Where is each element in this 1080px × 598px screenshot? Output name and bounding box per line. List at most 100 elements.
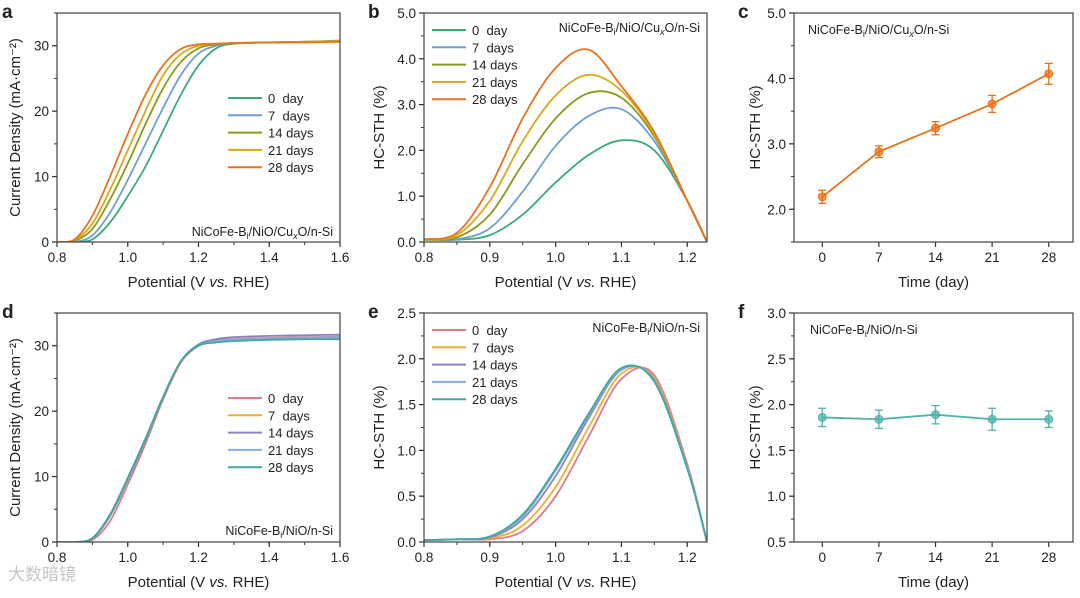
y-tick-label: 10 — [34, 170, 49, 185]
annotation-part: i — [280, 530, 282, 540]
x-tick-label: 21 — [985, 550, 1000, 565]
x-tick-label: 0 — [819, 550, 827, 565]
y-tick-label: 1.0 — [397, 189, 416, 204]
x-tick-label: 0.9 — [480, 250, 499, 265]
series-line — [821, 73, 1050, 198]
legend-label: 28 days — [268, 160, 314, 175]
series-line — [424, 364, 707, 542]
data-point — [1044, 69, 1054, 79]
label-part: vs. — [209, 574, 228, 591]
sample-annotation: NiCoFe-Bi/NiO/CuxO/n-Si — [808, 23, 949, 39]
annotation-part: O/n-Si — [298, 225, 333, 239]
legend-label: 7 days — [472, 40, 514, 55]
y-tick-label: 5.0 — [397, 6, 416, 21]
x-tick-label: 14 — [928, 250, 944, 265]
plot-frame — [793, 12, 1074, 243]
y-tick-label: 2.0 — [397, 352, 416, 367]
x-tick-label: 1.4 — [260, 250, 279, 265]
y-tick-label: 30 — [34, 339, 49, 354]
legend-label: 21 days — [268, 143, 314, 158]
annotation-part: i — [647, 327, 649, 337]
y-tick-label: 2.5 — [767, 352, 786, 367]
data-point — [1044, 414, 1054, 424]
legend-label: 0 day — [268, 91, 304, 106]
series-line — [424, 90, 707, 242]
annotation-part: x — [908, 29, 914, 39]
y-tick-label: 0.0 — [397, 235, 416, 250]
annotation-part: /NiO/Cu — [616, 21, 661, 35]
legend-label: 14 days — [472, 358, 518, 373]
x-tick-label: 0.8 — [48, 550, 67, 565]
legend-label: 0 day — [472, 23, 508, 38]
annotation-part: i — [614, 27, 616, 37]
annotation-part: NiCoFe-B — [810, 323, 865, 337]
plot-frame — [56, 12, 341, 243]
y-tick-label: 3.0 — [767, 137, 786, 152]
sample-annotation: NiCoFe-Bi/NiO/n-Si — [810, 323, 918, 339]
plot-frame — [56, 312, 341, 543]
y-tick-label: 20 — [34, 404, 49, 419]
annotation-part: x — [292, 231, 298, 241]
plot-area — [57, 333, 340, 542]
annotation-part: x — [659, 27, 665, 37]
legend-label: 14 days — [472, 58, 518, 73]
panel-f: f 0 7 14 21 28 0.5 1.0 1.5 2.0 2.5 3.0 Time (day) HC-… — [738, 302, 1074, 591]
annotation-part: O/n-Si — [665, 21, 700, 35]
panel-e: e 0.8 0.9 1.0 1.1 1.2 0.0 0.5 1.0 1.5 2.0 2.5 Potent… — [368, 302, 708, 591]
annotation-part: i — [247, 231, 249, 241]
annotation-part: /NiO/Cu — [249, 225, 294, 239]
x-tick-label: 1.1 — [612, 250, 631, 265]
panel-b: b 0.8 0.9 1.0 1.1 1.2 0.0 1.0 2.0 3.0 4.0 5.0 Potent… — [368, 2, 708, 291]
label-part: Potential (V — [495, 574, 577, 591]
annotation-part: /NiO/n-Si — [649, 321, 700, 335]
legend-label: 21 days — [472, 375, 518, 390]
label-part: RHE) — [596, 274, 637, 291]
annotation-part: NiCoFe-B — [592, 321, 647, 335]
watermark: 大数暗镜 — [8, 565, 76, 585]
y-tick-label: 20 — [34, 104, 49, 119]
label-part: vs. — [576, 274, 595, 291]
panel-letter: d — [2, 302, 14, 323]
x-tick-label: 14 — [928, 550, 944, 565]
label-part: Time (day) — [898, 274, 969, 291]
annotation-part: i — [865, 329, 867, 339]
y-axis-label: HC-STH (%) — [747, 385, 764, 469]
panel-d: d 0.8 1.0 1.2 1.4 1.6 0 10 20 30 Potential (V vs. … — [2, 302, 349, 591]
y-tick-label: 0 — [41, 235, 49, 250]
plot-area — [424, 48, 707, 242]
x-tick-label: 0.8 — [48, 250, 67, 265]
x-tick-label: 1.2 — [678, 250, 697, 265]
x-tick-label: 0 — [819, 250, 827, 265]
plot-frame — [793, 312, 1074, 543]
legend-label: 14 days — [268, 426, 314, 441]
annotation-part: /NiO/Cu — [865, 23, 910, 37]
y-axis-label: Current Density (mA·cm⁻²) — [7, 38, 24, 217]
series-line — [57, 40, 340, 242]
x-tick-label: 1.6 — [331, 250, 350, 265]
y-tick-label: 1.0 — [397, 443, 416, 458]
plot-area — [57, 39, 340, 242]
y-tick-label: 1.5 — [397, 398, 416, 413]
y-tick-label: 2.0 — [767, 202, 786, 217]
x-tick-label: 1.4 — [260, 550, 279, 565]
y-tick-label: 3.0 — [397, 98, 416, 113]
plot-area — [424, 364, 707, 542]
x-axis-label: Potential (V vs. RHE) — [128, 574, 270, 591]
y-tick-label: 0.0 — [397, 535, 416, 550]
x-tick-label: 0.8 — [415, 250, 434, 265]
y-tick-label: 4.0 — [397, 52, 416, 67]
y-axis-label: HC-STH (%) — [747, 85, 764, 169]
data-point — [931, 123, 941, 133]
panel-letter: a — [2, 2, 13, 23]
series-line — [424, 139, 707, 242]
plot-frame — [423, 312, 708, 543]
data-point — [987, 414, 997, 424]
panel-letter: b — [368, 2, 380, 23]
series-line — [57, 338, 340, 542]
x-tick-label: 28 — [1041, 550, 1056, 565]
x-axis-label: Potential (V vs. RHE) — [495, 574, 637, 591]
y-axis-label: HC-STH (%) — [371, 85, 388, 169]
annotation-part: i — [863, 29, 865, 39]
sample-annotation: NiCoFe-Bi/NiO/CuxO/n-Si — [559, 21, 700, 37]
annotation-part: /NiO/n-Si — [282, 524, 333, 538]
